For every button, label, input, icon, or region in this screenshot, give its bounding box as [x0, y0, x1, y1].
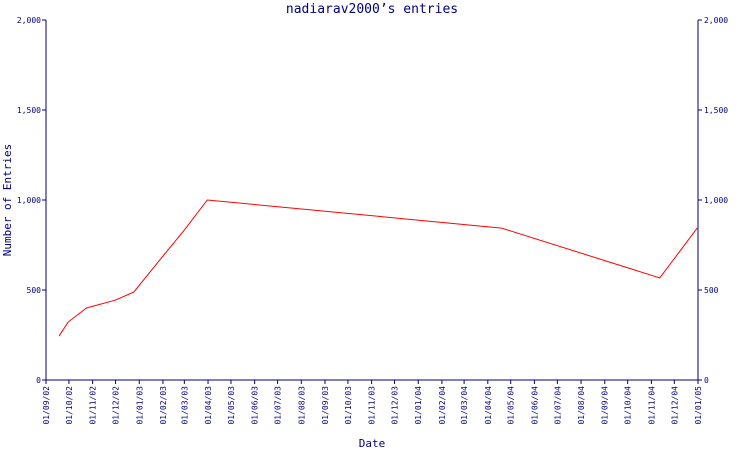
x-tick-label: 01/09/03 [321, 386, 330, 425]
x-tick-label: 01/09/02 [42, 386, 51, 425]
data-line [58, 199, 698, 337]
chart-title: nadiarav2000’s entries [286, 2, 458, 17]
x-tick-label: 01/05/03 [227, 386, 236, 425]
x-tick-label: 01/01/05 [694, 386, 703, 425]
x-tick-label: 01/08/03 [297, 386, 306, 425]
x-tick-label: 01/03/03 [180, 386, 189, 425]
x-tick-label: 01/09/04 [601, 386, 610, 425]
x-tick-label: 01/02/04 [438, 386, 447, 425]
y2-tick-label: 2,000 [704, 16, 728, 25]
y2-tick-label: 500 [704, 286, 719, 295]
x-tick-label: 01/05/04 [507, 386, 516, 425]
x-tick-label: 01/12/03 [391, 386, 400, 425]
x-tick-label: 01/11/04 [647, 386, 656, 425]
x-tick-label: 01/10/03 [344, 386, 353, 425]
x-axis-label: Date [359, 437, 386, 450]
x-tick-label: 01/01/04 [414, 386, 423, 425]
y2-tick-label: 1,500 [704, 106, 728, 115]
x-tick-label: 01/11/03 [368, 386, 377, 425]
x-tick-label: 01/06/03 [251, 386, 260, 425]
x-tick-label: 01/03/04 [460, 386, 469, 425]
x-tick-label: 01/10/02 [65, 386, 74, 425]
x-tick-label: 01/04/03 [204, 386, 213, 425]
x-tick-label: 01/10/04 [624, 386, 633, 425]
y2-tick-label: 0 [704, 376, 709, 385]
x-tick-label: 01/12/04 [670, 386, 679, 425]
y-tick-label: 1,500 [17, 106, 41, 115]
x-tick-label: 01/02/03 [159, 386, 168, 425]
x-tick-label: 01/07/03 [274, 386, 283, 425]
x-tick-label: 01/07/04 [553, 386, 562, 425]
x-tick-label: 01/06/04 [530, 386, 539, 425]
x-tick-label: 01/08/04 [577, 386, 586, 425]
y-tick-label: 500 [27, 286, 42, 295]
x-tick-label: 01/01/03 [135, 386, 144, 425]
y2-tick-label: 1,000 [704, 196, 728, 205]
y-axis-label: Number of Entries [1, 144, 14, 257]
x-tick-label: 01/12/02 [112, 386, 121, 425]
y-tick-label: 2,000 [17, 16, 41, 25]
y-tick-label: 1,000 [17, 196, 41, 205]
x-tick-label: 01/04/04 [484, 386, 493, 425]
x-tick-label: 01/11/02 [89, 386, 98, 425]
y-tick-label: 0 [36, 376, 41, 385]
